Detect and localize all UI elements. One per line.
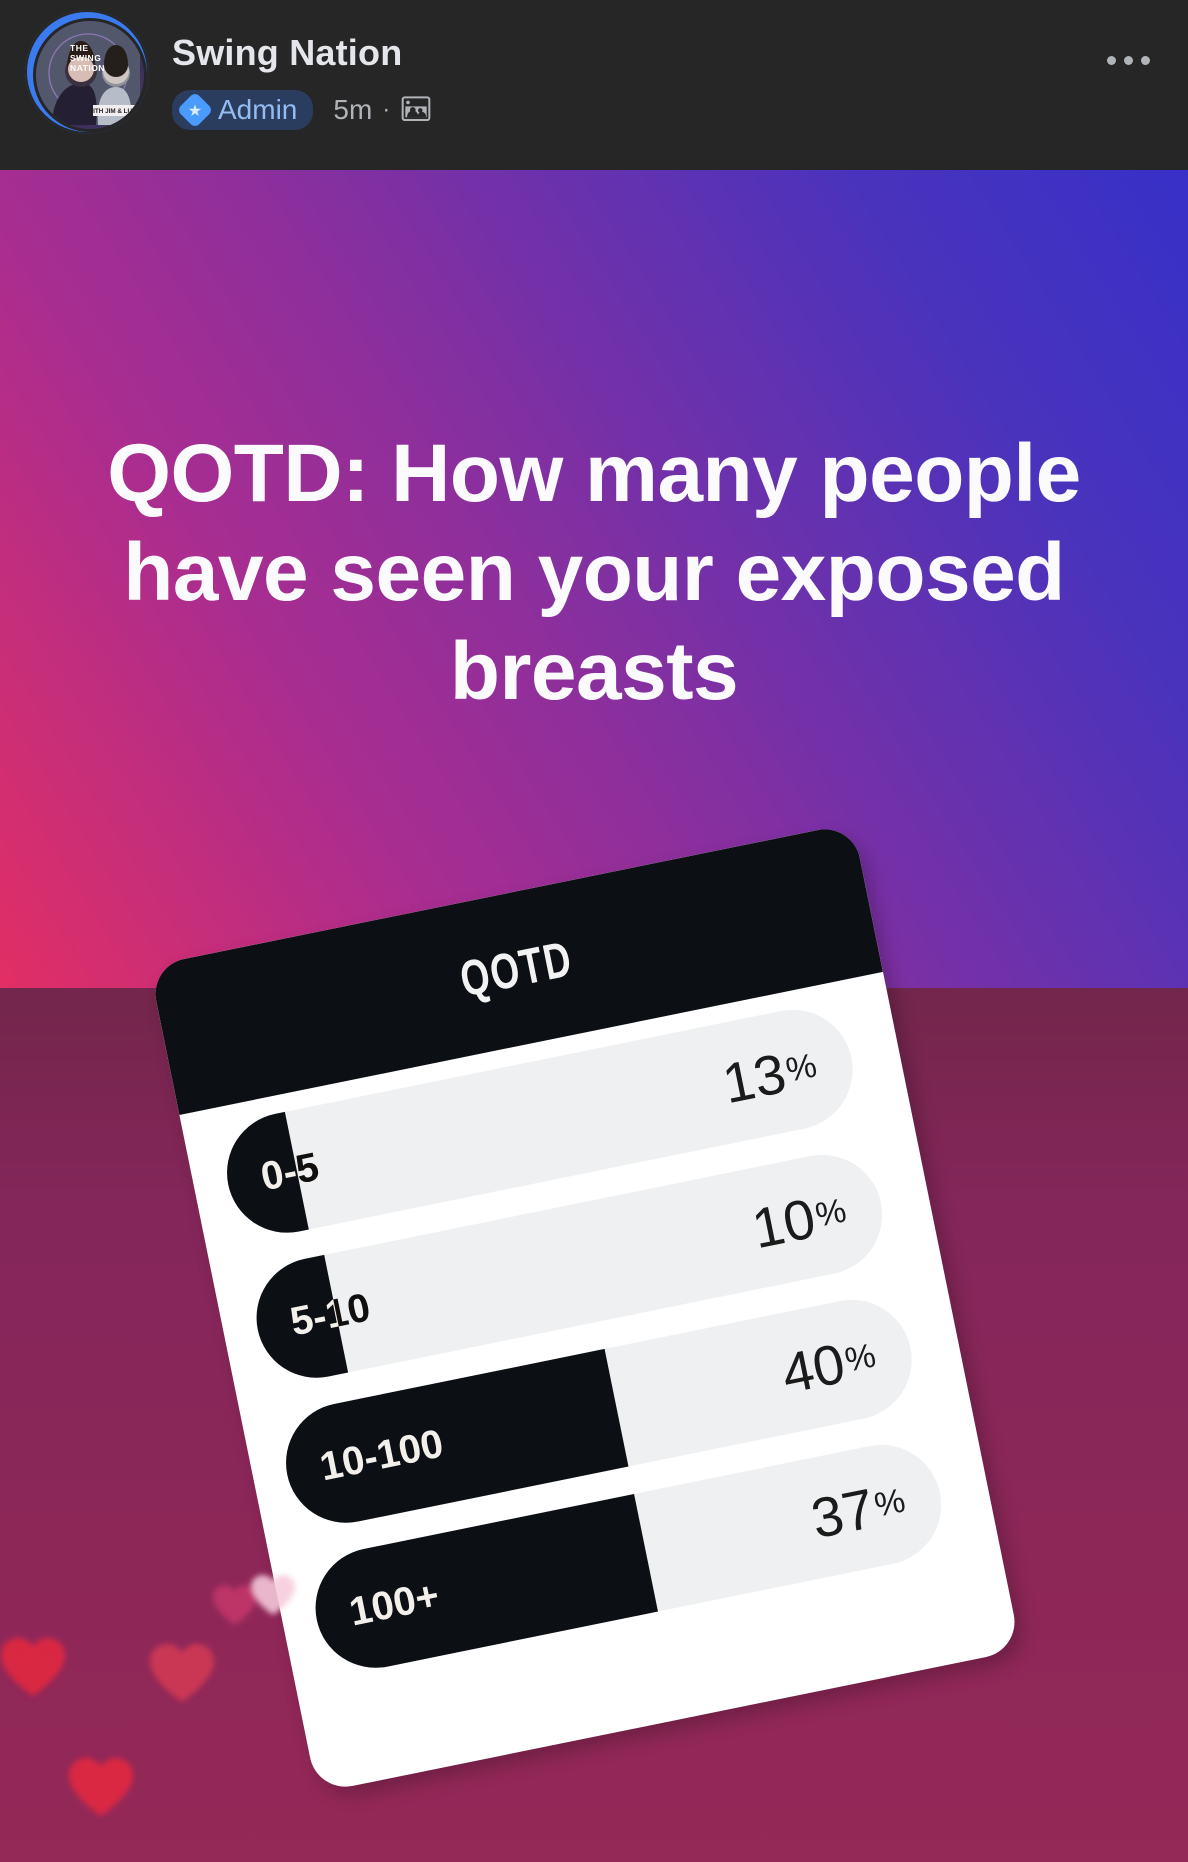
svg-text:NATION: NATION — [70, 63, 105, 73]
svg-text:SWING: SWING — [70, 53, 101, 63]
svg-text:THE: THE — [70, 43, 89, 53]
svg-text:WITH JIM & LUCY: WITH JIM & LUCY — [87, 108, 140, 115]
